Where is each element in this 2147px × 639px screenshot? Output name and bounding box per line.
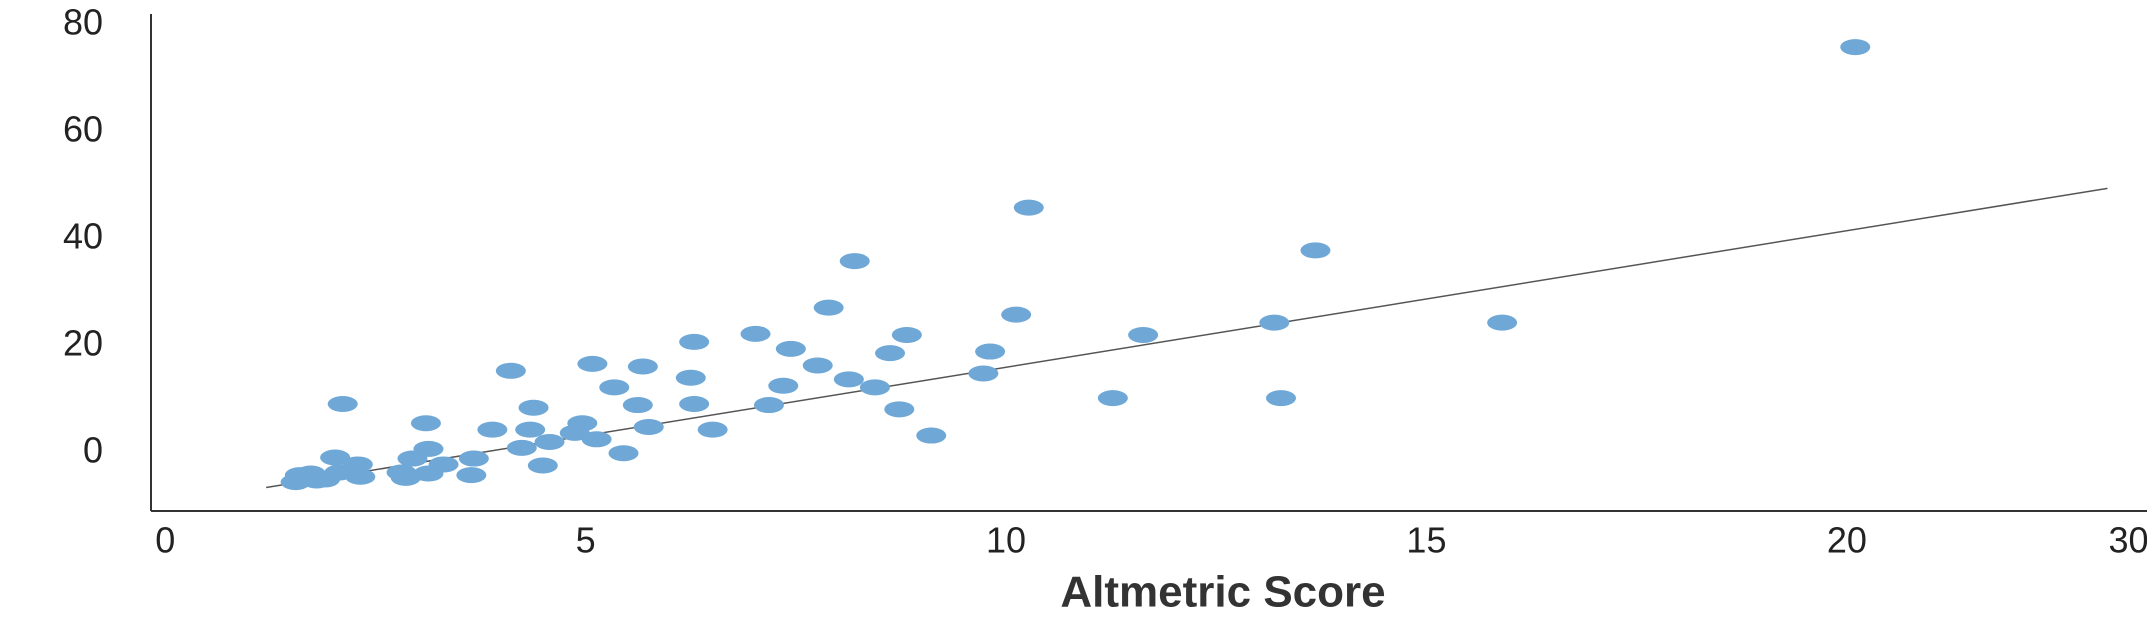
scatter-point <box>515 421 546 438</box>
scatter-point <box>679 333 710 350</box>
scatter-point <box>753 397 784 414</box>
scatter-point <box>891 326 922 343</box>
scatter-point <box>968 365 999 382</box>
scatter-point <box>768 377 799 394</box>
scatter-point <box>413 465 444 482</box>
y-tick-label: 40 <box>63 216 103 257</box>
scatter-point <box>859 379 890 396</box>
scatter-point <box>1840 39 1871 56</box>
scatter-point <box>581 431 612 448</box>
scatter-point <box>345 468 376 485</box>
scatter-point <box>675 369 706 386</box>
y-tick-label: 80 <box>63 2 103 43</box>
scatter-point <box>410 415 441 432</box>
scatter-point <box>608 445 639 462</box>
x-tick-label: 5 <box>576 520 596 561</box>
scatter-point <box>813 299 844 316</box>
scatter-point <box>327 395 358 412</box>
y-tick-label: 60 <box>63 109 103 150</box>
x-tick-label: 0 <box>155 520 175 561</box>
scatter-point <box>1128 326 1159 343</box>
scatter-point <box>577 355 608 372</box>
x-tick-label: 30 <box>2108 520 2147 561</box>
scatter-point <box>627 358 658 375</box>
scatter-point <box>839 253 870 270</box>
scatter-point <box>506 439 537 456</box>
scatter-point <box>390 469 421 486</box>
scatter-point <box>477 421 508 438</box>
scatter-point <box>875 345 906 362</box>
scatter-point <box>1013 199 1044 216</box>
scatter-point <box>320 449 351 466</box>
x-tick-label: 20 <box>1827 520 1867 561</box>
scatter-point <box>559 424 590 441</box>
scatter-point <box>1266 390 1297 407</box>
scatter-point <box>1300 242 1331 259</box>
scatter-point <box>697 421 728 438</box>
scatter-point <box>802 357 833 374</box>
y-tick-label: 20 <box>63 323 103 364</box>
scatter-point <box>1097 390 1128 407</box>
scatter-point <box>397 450 428 467</box>
scatter-point <box>622 397 653 414</box>
scatter-point <box>916 427 947 444</box>
scatter-point <box>1487 314 1518 331</box>
scatter-point <box>1001 306 1032 323</box>
scatter-point <box>458 450 489 467</box>
scatter-point <box>301 472 332 489</box>
scatter-point <box>518 399 549 416</box>
scatter-point <box>633 418 664 435</box>
scatter-point <box>527 457 558 474</box>
scatter-point <box>740 325 771 342</box>
scatter-point <box>534 433 565 450</box>
x-tick-label: 15 <box>1406 520 1446 561</box>
scatter-point <box>599 379 630 396</box>
scatter-point <box>884 401 915 418</box>
y-tick-label: 0 <box>83 430 103 471</box>
scatter-point <box>679 395 710 412</box>
scatter-point <box>975 343 1006 360</box>
x-tick-label: 10 <box>986 520 1026 561</box>
scatter-point <box>1259 314 1290 331</box>
scatter-point <box>495 362 526 379</box>
scatter-point <box>775 340 806 357</box>
scatter-point <box>456 467 487 484</box>
x-axis-title: Altmetric Score <box>1060 568 1385 617</box>
scatter-point <box>833 371 864 388</box>
